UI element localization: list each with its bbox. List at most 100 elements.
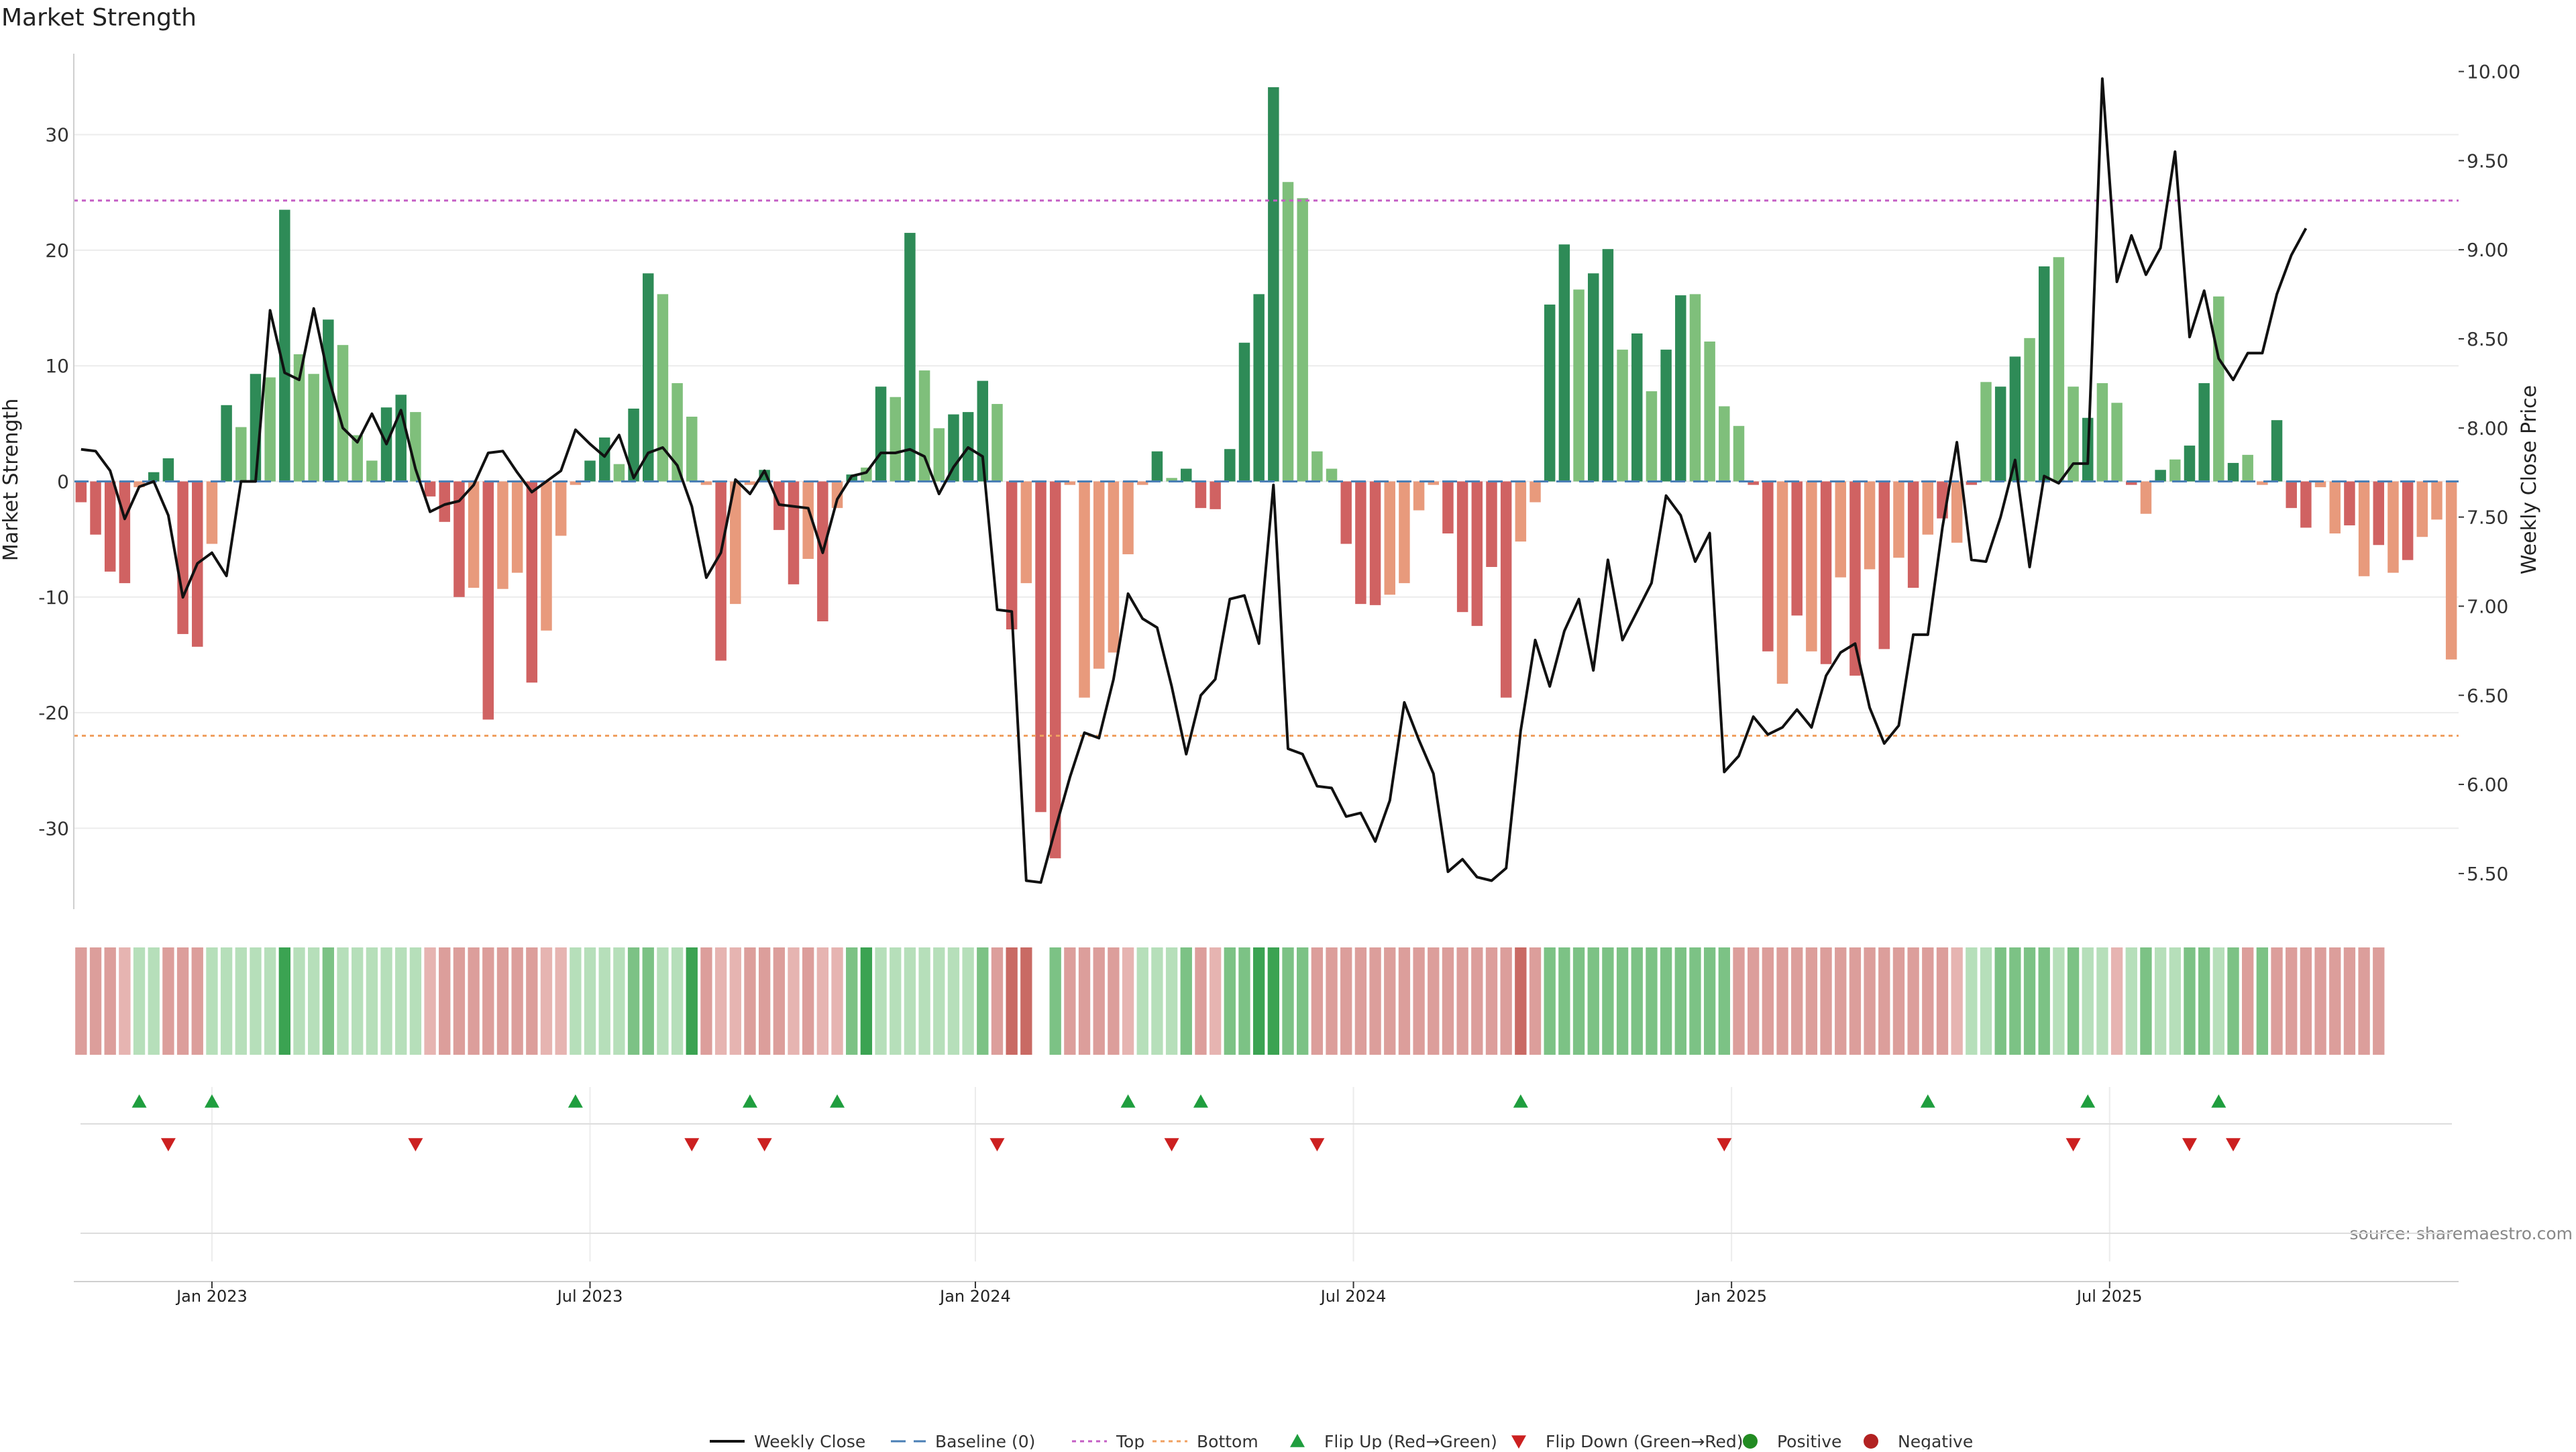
heat-cell <box>1151 947 1163 1055</box>
heat-cell <box>1354 947 1367 1055</box>
heat-cell <box>2343 947 2356 1055</box>
strength-bar <box>2038 266 2050 482</box>
legend-item-flip-down: Flip Down (Green→Red) <box>1511 1432 1743 1451</box>
flip-down-marker <box>1164 1138 1179 1151</box>
heat-cell <box>1762 947 1774 1055</box>
strength-bar <box>2009 356 2021 482</box>
y-tick-label-right: 7.50 <box>2467 507 2508 529</box>
strength-bar <box>482 481 494 720</box>
heat-cell <box>439 947 451 1055</box>
heat-cell <box>133 947 146 1055</box>
strength-bar <box>2184 446 2196 482</box>
flip-up-marker <box>131 1094 147 1108</box>
strength-bar <box>1617 350 1628 482</box>
strength-bar <box>744 481 756 485</box>
strength-bar <box>1660 350 1672 482</box>
strength-bar <box>1428 481 1440 485</box>
strength-bar <box>1587 273 1599 482</box>
heat-cell <box>1776 947 1788 1055</box>
strength-bar <box>75 481 87 503</box>
flip-up-marker <box>742 1094 757 1108</box>
strength-bar <box>293 354 305 482</box>
strength-bar <box>1326 468 1338 482</box>
heat-cell <box>1718 947 1730 1055</box>
heat-cell <box>1602 947 1614 1055</box>
flip-down-marker <box>989 1138 1005 1151</box>
strength-bar <box>1253 294 1265 482</box>
heat-cell <box>1064 947 1076 1055</box>
strength-bar <box>2416 481 2428 537</box>
strength-bar <box>1195 481 1207 509</box>
strength-bar <box>1893 481 1904 558</box>
strength-bar <box>642 273 654 482</box>
strength-bar <box>2286 481 2297 509</box>
heat-cell <box>2198 947 2210 1055</box>
strength-bar <box>526 481 538 683</box>
y-tick-label-right: 6.00 <box>2467 774 2508 796</box>
strength-bar <box>1399 481 1410 584</box>
weekly-close-polyline <box>80 77 2308 884</box>
strength-bar <box>2271 420 2283 482</box>
heat-cell <box>1456 947 1468 1055</box>
heat-cell <box>714 947 727 1055</box>
heat-cell <box>322 947 335 1055</box>
heat-cell <box>2125 947 2137 1055</box>
heat-cell <box>409 947 422 1055</box>
strength-bar <box>1791 481 1803 616</box>
strength-bar <box>700 481 712 485</box>
strength-bar <box>1733 425 1745 482</box>
strength-bar <box>1297 198 1308 482</box>
heat-cell <box>1646 947 1658 1055</box>
strength-bar <box>2402 481 2414 560</box>
heat-cell <box>148 947 160 1055</box>
heat-cell <box>2271 947 2283 1055</box>
heat-cell <box>613 947 625 1055</box>
legend-item-flip-up: Flip Up (Red→Green) <box>1290 1432 1497 1451</box>
heat-cell <box>846 947 858 1055</box>
heat-cell <box>176 947 189 1055</box>
heat-cell <box>278 947 290 1055</box>
heat-cell <box>1748 947 1760 1055</box>
strength-bar <box>2024 338 2035 482</box>
heat-cell <box>1689 947 1701 1055</box>
strength-bar <box>788 481 800 584</box>
strength-bar <box>933 428 945 482</box>
x-tick-label: Jul 2024 <box>1320 1287 1387 1306</box>
heat-cell <box>1165 947 1178 1055</box>
heat-cell <box>235 947 247 1055</box>
heat-cell <box>802 947 814 1055</box>
heat-cell <box>584 947 596 1055</box>
heat-cell <box>1515 947 1527 1055</box>
strength-bar <box>2227 462 2239 482</box>
strength-bar <box>1384 481 1395 595</box>
y-tick-label-left: 0 <box>57 471 69 493</box>
y-tick-label-right: 8.50 <box>2467 328 2508 350</box>
flip-down-marker <box>1717 1138 1732 1151</box>
heat-cell <box>1572 947 1585 1055</box>
heat-cell <box>2212 947 2225 1055</box>
flip-down-marker <box>160 1138 176 1151</box>
strength-bar <box>555 481 567 536</box>
heat-cell <box>1006 947 1018 1055</box>
flip-up-marker <box>1120 1094 1136 1108</box>
strength-bar <box>686 417 698 482</box>
y-tick-label-left: -30 <box>38 817 69 839</box>
heat-cell <box>264 947 276 1055</box>
strength-bar <box>133 481 145 488</box>
legend-label: Flip Up (Red→Green) <box>1324 1432 1497 1449</box>
strength-bar <box>279 209 290 482</box>
strength-bar <box>439 481 450 522</box>
strength-bar <box>1369 481 1381 605</box>
heat-cell <box>1544 947 1556 1055</box>
strength-bar <box>991 404 1003 482</box>
strength-bar <box>2387 481 2399 573</box>
legend-flip-down-icon <box>1511 1435 1526 1449</box>
heat-cell <box>2067 947 2080 1055</box>
strength-bar <box>1049 481 1061 859</box>
heat-cell <box>671 947 684 1055</box>
strength-bar <box>2096 383 2108 482</box>
heat-cell <box>89 947 102 1055</box>
strength-bar <box>628 408 639 482</box>
heat-cell <box>2314 947 2326 1055</box>
strength-bar <box>1355 481 1366 605</box>
